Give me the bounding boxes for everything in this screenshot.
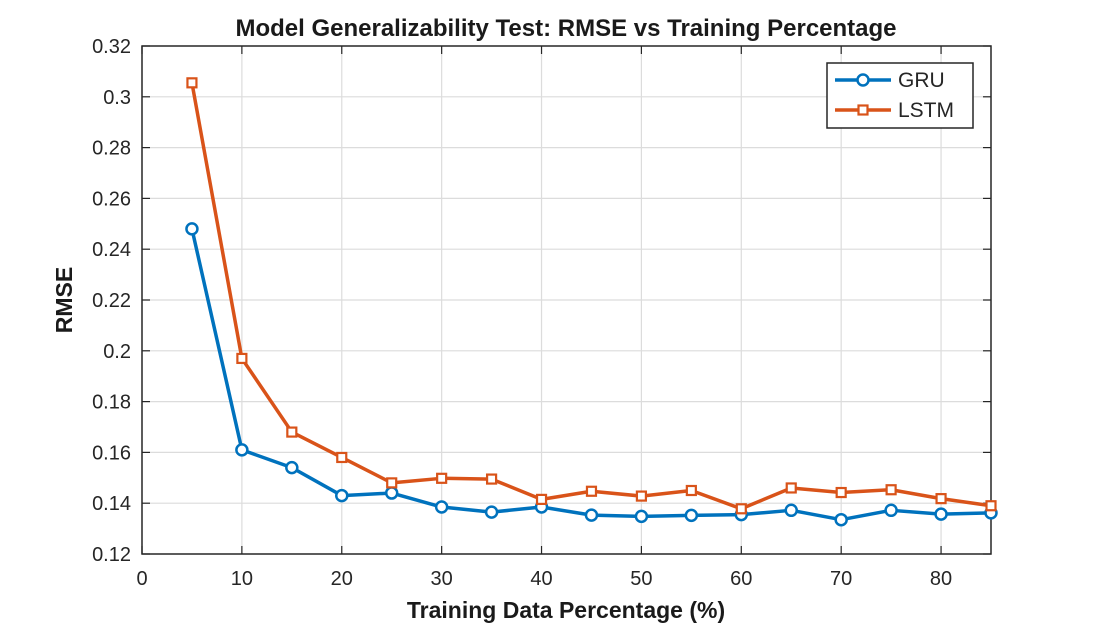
- lstm-point: [985, 500, 997, 512]
- y-tick-label: 0.16: [92, 442, 131, 464]
- gru-point: [834, 512, 848, 527]
- x-tick-label: 10: [231, 568, 253, 590]
- y-tick-label: 0.28: [92, 138, 131, 160]
- x-tick-label: 70: [830, 568, 852, 590]
- gru-point: [434, 500, 449, 514]
- y-tick-label: 0.22: [92, 290, 131, 312]
- gru-point: [684, 508, 699, 523]
- x-tick-label: 30: [431, 568, 453, 590]
- gru-point: [384, 486, 399, 500]
- legend: GRU LSTM: [826, 62, 974, 129]
- gru-point: [784, 503, 798, 518]
- lstm-point: [735, 503, 747, 515]
- gru-point: [185, 222, 199, 236]
- lstm-point: [286, 426, 298, 438]
- legend-lstm-label: LSTM: [898, 99, 954, 122]
- gru-point: [634, 509, 649, 524]
- lstm-point: [436, 472, 448, 484]
- lstm-point: [535, 493, 548, 505]
- lstm-point: [585, 485, 598, 497]
- legend-lstm-marker: [857, 104, 869, 116]
- gru-point: [285, 460, 299, 475]
- y-tick-label: 0.32: [92, 36, 131, 58]
- lstm-point: [935, 493, 947, 505]
- lstm-point: [336, 451, 348, 464]
- lstm-point: [186, 77, 198, 89]
- x-tick-label: 0: [136, 568, 147, 590]
- gru-point: [884, 503, 898, 518]
- lstm-point: [685, 484, 697, 497]
- x-tick-label: 60: [730, 568, 752, 590]
- y-tick-label: 0.26: [92, 188, 131, 210]
- lstm-series: [186, 77, 997, 515]
- legend-gru-marker: [856, 73, 870, 87]
- lstm-point: [236, 352, 248, 365]
- x-tick-label: 20: [331, 568, 353, 590]
- gru-series: [185, 222, 998, 527]
- y-axis-label: RMSE: [51, 267, 77, 333]
- gru-point: [934, 507, 948, 521]
- y-tick-label: 0.24: [92, 239, 131, 261]
- gru-point: [235, 443, 249, 457]
- legend-gru-label: GRU: [898, 69, 945, 92]
- gru-point: [335, 488, 349, 503]
- chart-title: Model Generalizability Test: RMSE vs Tra…: [235, 15, 896, 42]
- y-tick-label: 0.12: [92, 544, 131, 566]
- lstm-point: [485, 473, 498, 485]
- lstm-point: [835, 486, 847, 499]
- lstm-point: [885, 484, 897, 496]
- y-tick-label: 0.14: [92, 493, 131, 515]
- y-tick-label: 0.18: [92, 392, 131, 414]
- lstm-point: [785, 482, 797, 494]
- y-tick-label: 0.3: [103, 87, 131, 109]
- lstm-point: [386, 477, 398, 489]
- x-tick-label: 50: [630, 568, 652, 590]
- x-tick-label: 80: [930, 568, 952, 590]
- y-tick-label: 0.2: [103, 341, 131, 363]
- x-axis-label: Training Data Percentage (%): [407, 597, 725, 623]
- gru-point: [584, 508, 599, 522]
- legend-box: [826, 62, 974, 129]
- axes-layer: 0 10 20 30 40 50 60 70 80 0.12 0.14 0.16 0.18 0.2 0.22…: [92, 36, 992, 590]
- x-tick-label: 40: [530, 568, 552, 590]
- series-layer: [185, 77, 998, 527]
- gru-point: [484, 505, 499, 519]
- lstm-point: [635, 490, 648, 502]
- grid-layer: [142, 46, 991, 554]
